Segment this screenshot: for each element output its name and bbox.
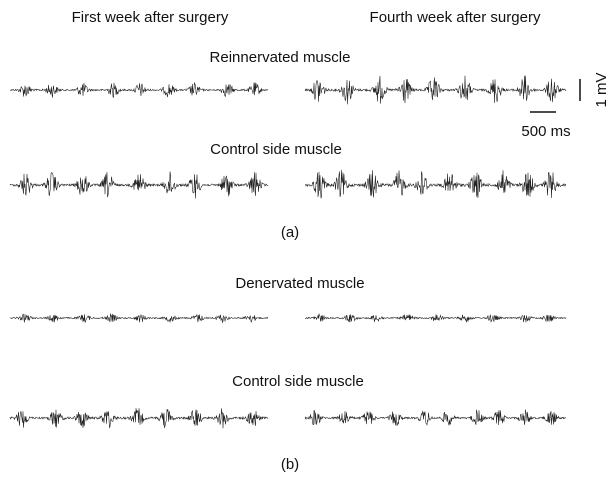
- column-header: Fourth week after surgery: [370, 9, 541, 26]
- emg-trace: [304, 75, 567, 105]
- emg-trace: [305, 313, 567, 323]
- row-title: Denervated muscle: [235, 275, 364, 292]
- voltage-scale-label: 1 mV: [593, 72, 610, 107]
- row-title: Control side muscle: [232, 373, 364, 390]
- emg-trace: [9, 82, 269, 99]
- emg-trace: [305, 169, 567, 199]
- emg-trace: [9, 313, 269, 324]
- traces: [9, 75, 567, 429]
- emg-trace: [304, 409, 567, 426]
- panel-label: (a): [281, 224, 299, 241]
- row-title: Control side muscle: [210, 141, 342, 158]
- row-title: Reinnervated muscle: [210, 49, 351, 66]
- time-scale-label: 500 ms: [521, 123, 570, 140]
- column-header: First week after surgery: [72, 9, 229, 26]
- panel-label: (b): [281, 456, 299, 473]
- emg-trace: [9, 171, 269, 199]
- emg-trace: [9, 408, 269, 429]
